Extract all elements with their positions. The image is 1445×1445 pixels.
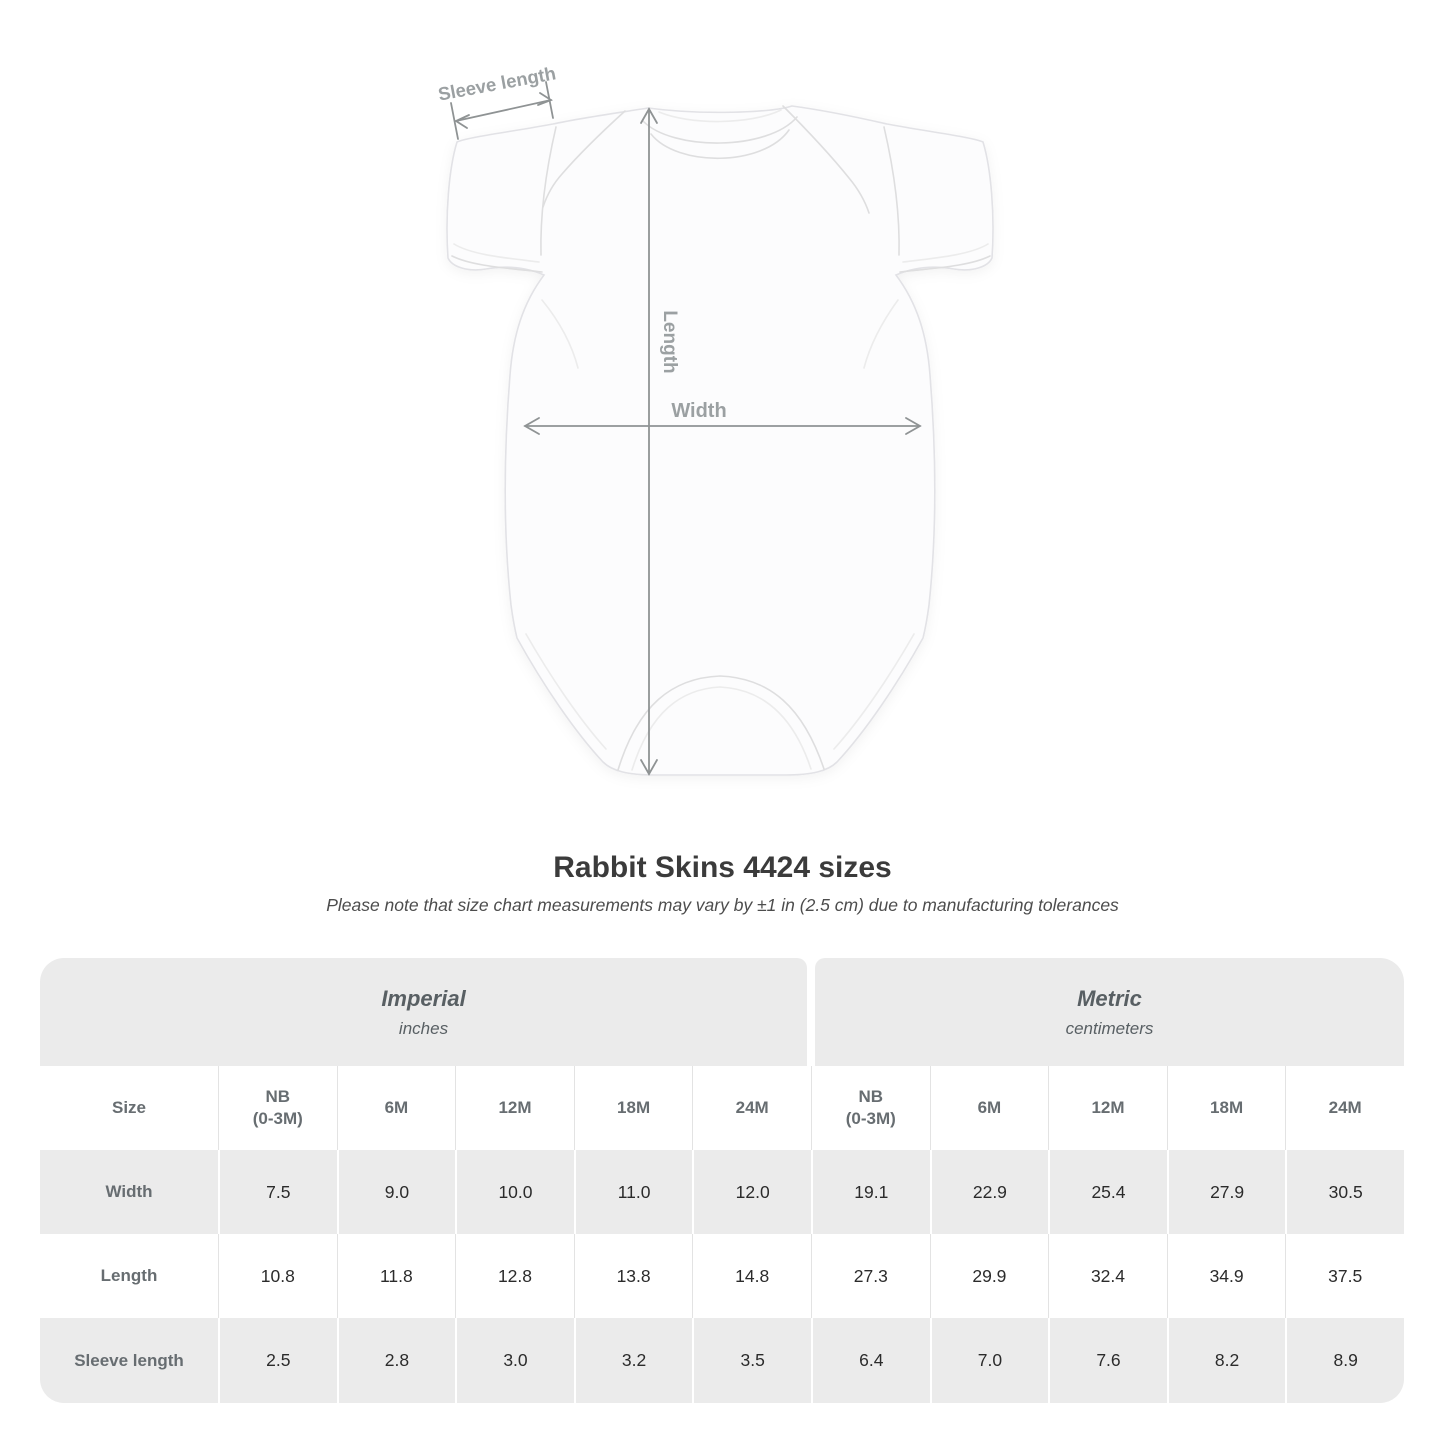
width-arrow <box>523 417 922 435</box>
sleeve-length-arrow <box>450 81 554 140</box>
value-cell: 10.8 <box>218 1234 337 1318</box>
value-cell: 2.8 <box>336 1318 456 1403</box>
value-cell: 6.4 <box>810 1318 930 1403</box>
value-cell: 2.5 <box>218 1318 337 1403</box>
value-cell: 12.0 <box>692 1150 811 1234</box>
size-header-cell: 24M <box>1285 1066 1404 1150</box>
sleeve-length-annotation: Sleeve length <box>436 62 557 104</box>
value-cell: 3.5 <box>692 1318 811 1403</box>
value-cell: 25.4 <box>1048 1150 1167 1234</box>
value-cell: 3.0 <box>455 1318 574 1403</box>
row-label: Sleeve length <box>40 1318 218 1403</box>
size-header-cell: NB (0-3M) <box>218 1066 337 1150</box>
metric-band: Metric centimeters <box>815 958 1404 1066</box>
metric-label: Metric <box>1077 985 1142 1011</box>
table-row-length: Length 10.8 11.8 12.8 13.8 14.8 27.3 29.… <box>40 1234 1404 1318</box>
size-header-row: Size NB (0-3M) 6M 12M 18M 24M NB (0-3M) … <box>40 1066 1404 1150</box>
value-cell: 22.9 <box>929 1150 1049 1234</box>
imperial-unit: inches <box>398 1018 449 1038</box>
value-cell: 30.5 <box>1285 1150 1404 1234</box>
value-cell: 8.9 <box>1285 1318 1404 1403</box>
value-cell: 11.0 <box>573 1150 693 1234</box>
imperial-band: Imperial inches <box>40 958 807 1066</box>
value-cell: 14.8 <box>692 1234 811 1318</box>
value-cell: 12.8 <box>455 1234 574 1318</box>
value-cell: 9.0 <box>336 1150 456 1234</box>
value-cell: 11.8 <box>336 1234 456 1318</box>
bodysuit-illustration <box>446 105 994 776</box>
row-label: Length <box>100 1266 158 1285</box>
imperial-label: Imperial <box>381 985 466 1011</box>
value-cell: 27.9 <box>1166 1150 1286 1234</box>
size-header-cell: 6M <box>336 1066 456 1150</box>
value-cell: 37.5 <box>1285 1234 1404 1318</box>
page-subtitle: Please note that size chart measurements… <box>326 895 1119 915</box>
size-header-cell: 18M <box>1166 1066 1286 1150</box>
bodysuit-figure: Sleeve length Length Width <box>436 62 994 776</box>
size-header-cell: NB (0-3M) <box>810 1066 930 1150</box>
table-row-width: Width 7.5 9.0 10.0 11.0 12.0 19.1 22.9 2… <box>40 1150 1404 1234</box>
value-cell: 3.2 <box>573 1318 693 1403</box>
value-cell: 34.9 <box>1166 1234 1286 1318</box>
value-cell: 32.4 <box>1048 1234 1167 1318</box>
value-cell: 27.3 <box>810 1234 930 1318</box>
length-annotation: Length <box>659 310 680 373</box>
value-cell: 7.0 <box>929 1318 1049 1403</box>
size-header-cell: 12M <box>455 1066 574 1150</box>
value-cell: 19.1 <box>810 1150 930 1234</box>
row-label: Width <box>40 1150 218 1234</box>
length-arrow <box>640 107 658 776</box>
page-title: Rabbit Skins 4424 sizes <box>553 851 892 884</box>
unit-band-row: Imperial inches Metric centimeters <box>40 958 1404 1066</box>
value-cell: 10.0 <box>455 1150 574 1234</box>
bodysuit-silhouette <box>446 105 994 776</box>
value-cell: 8.2 <box>1166 1318 1286 1403</box>
size-table: Imperial inches Metric centimeters Size … <box>40 958 1404 1403</box>
table-row-sleeve-length: Sleeve length 2.5 2.8 3.0 3.2 3.5 6.4 7.… <box>40 1318 1404 1403</box>
value-cell: 7.5 <box>218 1150 337 1234</box>
size-header-cell: 24M <box>692 1066 811 1150</box>
size-header-cell: 6M <box>929 1066 1049 1150</box>
metric-unit: centimeters <box>1065 1018 1154 1038</box>
width-annotation: Width <box>671 400 726 422</box>
size-column-header: Size <box>111 1098 147 1117</box>
value-cell: 7.6 <box>1048 1318 1167 1403</box>
size-header-cell: 12M <box>1048 1066 1167 1150</box>
value-cell: 13.8 <box>573 1234 693 1318</box>
value-cell: 29.9 <box>929 1234 1049 1318</box>
size-header-cell: 18M <box>573 1066 693 1150</box>
